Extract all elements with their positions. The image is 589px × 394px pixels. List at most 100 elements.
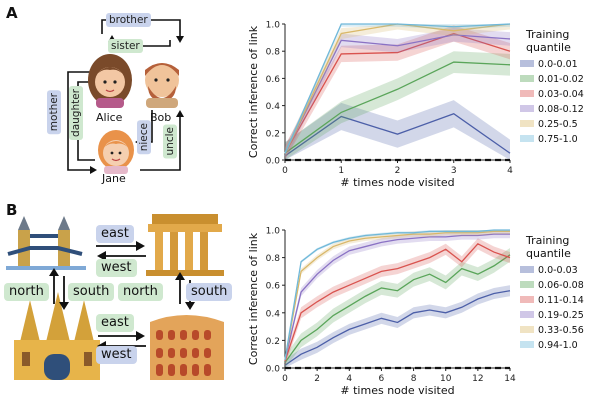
y-tick-label: 0.8 <box>266 254 281 264</box>
mother-arrow <box>67 71 95 171</box>
legend-title: Training <box>525 234 569 247</box>
tower-bridge-icon <box>6 216 86 270</box>
y-tick-label: 0.4 <box>266 309 281 319</box>
relation-south-left: south <box>68 283 115 301</box>
x-axis-label: # times node visited <box>340 176 454 189</box>
x-tick-label: 12 <box>472 374 483 384</box>
relation-sister: sister <box>108 39 143 53</box>
legend-label: 0.01-0.02 <box>538 74 584 85</box>
legend-swatch <box>520 105 534 112</box>
bob-avatar-icon <box>145 63 179 108</box>
x-tick-label: 0 <box>282 374 288 384</box>
y-tick-label: 0.8 <box>266 48 281 58</box>
colosseum-icon <box>150 315 224 380</box>
relation-west-top: west <box>96 259 137 277</box>
relation-east-bottom: east <box>96 314 134 332</box>
series-line <box>284 113 511 157</box>
relation-west-bottom: west <box>96 346 137 364</box>
series-band <box>285 51 510 161</box>
legend-swatch <box>520 296 534 303</box>
series-line <box>284 290 511 366</box>
x-tick-label: 8 <box>411 374 417 384</box>
y-tick-label: 1.0 <box>266 227 281 237</box>
legend-label: 0.0-0.03 <box>538 265 578 276</box>
legend-swatch <box>520 326 534 333</box>
y-axis-label: Correct inference of link <box>247 232 260 365</box>
y-tick-label: 0.4 <box>266 102 281 112</box>
legend-swatch <box>520 266 534 273</box>
x-tick-label: 2 <box>314 374 320 384</box>
x-tick-label: 4 <box>346 374 352 384</box>
uncle-arrowhead <box>176 110 184 117</box>
legend-label: 0.06-0.08 <box>538 280 584 291</box>
panel-letter-b: B <box>6 201 18 219</box>
legend-title-line2: quantile <box>526 247 571 260</box>
chart-b: 0.0 0.2 0.4 0.6 0.8 1.0 0 2 4 6 8 10 12 14 # times nod… <box>247 227 584 394</box>
series-line <box>284 233 510 360</box>
relation-niece: niece <box>137 120 151 155</box>
x-tick-label: 1 <box>338 166 344 176</box>
legend-label: 0.33-0.56 <box>538 325 584 336</box>
y-axis-label: Correct inference of link <box>247 25 260 158</box>
relation-brother: brother <box>106 13 151 27</box>
y-tick-label: 0.2 <box>266 337 280 347</box>
series-line <box>284 23 511 154</box>
family-diagram <box>67 19 184 174</box>
name-alice: Alice <box>96 111 123 124</box>
series-line <box>284 254 511 363</box>
series-line <box>284 242 511 362</box>
chart-a: 0.0 0.2 0.4 0.6 0.8 1.0 0 1 2 3 4 # times node visi… <box>247 21 584 190</box>
series-band <box>285 100 510 160</box>
series-band <box>285 285 510 368</box>
panel-letter-a: A <box>6 4 18 22</box>
alice-avatar-icon <box>88 54 132 108</box>
series-line <box>284 32 511 154</box>
series-band <box>285 238 510 367</box>
x-tick-label: 14 <box>504 374 516 384</box>
y-tick-label: 1.0 <box>266 21 281 31</box>
relation-daughter: daughter <box>69 86 83 140</box>
legend-swatch <box>520 60 534 67</box>
name-bob: Bob <box>150 111 172 124</box>
brother-arrowhead <box>176 36 184 43</box>
legend-label: 0.19-0.25 <box>538 310 584 321</box>
legend-swatch <box>520 311 534 318</box>
legend-label: 0.94-1.0 <box>538 340 578 351</box>
legend-label: 0.25-0.5 <box>538 119 578 130</box>
series-band <box>285 28 510 160</box>
x-tick-label: 6 <box>379 374 385 384</box>
legend-label: 0.08-0.12 <box>538 104 584 115</box>
relation-mother: mother <box>47 90 61 135</box>
y-tick-label: 0.6 <box>266 75 281 85</box>
legend-swatch <box>520 90 534 97</box>
mother-arrowhead <box>90 166 97 174</box>
ancient-ruin-icon <box>146 214 224 276</box>
series-band <box>285 247 510 368</box>
relation-north-left: north <box>4 283 49 301</box>
landmark-diagram <box>6 214 224 380</box>
y-tick-label: 0.0 <box>266 365 281 375</box>
x-tick-label: 2 <box>395 166 401 176</box>
legend-swatch <box>520 135 534 142</box>
legend-label: 0.75-1.0 <box>538 134 578 145</box>
x-tick-label: 10 <box>440 374 452 384</box>
series-line <box>284 34 511 154</box>
relation-east-top: east <box>96 225 134 243</box>
legend-title: Training <box>525 28 569 41</box>
x-axis-label: # times node visited <box>340 384 454 394</box>
series-line <box>284 230 510 360</box>
relation-south-right: south <box>186 283 233 301</box>
relation-uncle: uncle <box>163 124 177 159</box>
legend-label: 0.03-0.04 <box>538 89 584 100</box>
legend-swatch <box>520 75 534 82</box>
legend-title-line2: quantile <box>526 41 571 54</box>
y-tick-label: 0.2 <box>266 129 280 139</box>
legend-label: 0.0-0.01 <box>538 59 578 70</box>
x-tick-label: 4 <box>507 166 513 176</box>
uncle-arrow <box>140 115 181 171</box>
name-jane: Jane <box>102 172 126 185</box>
legend-label: 0.11-0.14 <box>538 295 584 306</box>
legend-swatch <box>520 120 534 127</box>
relation-north-right: north <box>118 283 163 301</box>
x-tick-label: 3 <box>451 166 457 176</box>
